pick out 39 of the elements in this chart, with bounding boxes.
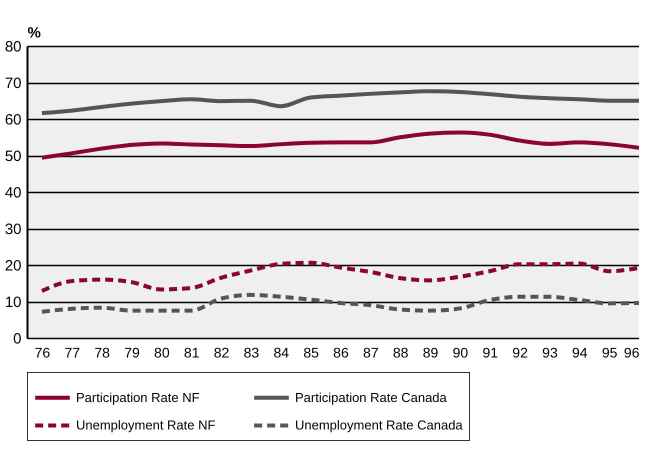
legend-label: Unemployment Rate Canada <box>295 418 464 432</box>
y-tick-label: 0 <box>13 330 22 348</box>
x-tick-label: 84 <box>273 344 290 360</box>
legend-label: Unemployment Rate NF <box>76 418 216 432</box>
x-tick-label: 85 <box>303 344 320 360</box>
line-series <box>40 89 639 116</box>
x-tick-label: 81 <box>184 344 200 360</box>
y-tick-label: 20 <box>4 258 22 274</box>
x-tick-label: 83 <box>244 344 260 360</box>
x-tick-label: 95 <box>602 344 618 360</box>
x-tick-label: 79 <box>124 344 140 360</box>
x-tick-label: 93 <box>542 344 558 360</box>
y-tick-label: 30 <box>4 221 22 238</box>
legend-label: Participation Rate NF <box>76 390 200 405</box>
x-tick-label: 96 <box>624 344 640 360</box>
y-tick-label: 80 <box>4 38 22 56</box>
legend-label: Participation Rate Canada <box>295 390 448 405</box>
y-tick-label: 40 <box>4 184 22 202</box>
x-tick-label: 86 <box>333 344 349 360</box>
x-tick-label: 87 <box>363 344 379 360</box>
x-tick-label: 76 <box>34 344 50 360</box>
y-tick-label: 70 <box>4 75 22 92</box>
y-tick-label: 50 <box>4 148 22 165</box>
y-tick-label: 60 <box>4 112 22 128</box>
x-tick-label: 88 <box>392 344 409 360</box>
x-tick-label: 90 <box>452 344 468 360</box>
x-tick-label: 82 <box>214 344 230 360</box>
x-tick-label: 91 <box>482 344 498 360</box>
x-tick-label: 89 <box>422 344 439 360</box>
line-series <box>40 260 639 293</box>
line-series <box>40 130 639 160</box>
x-tick-label: 77 <box>64 344 80 360</box>
x-tick-label: 94 <box>572 344 588 360</box>
x-tick-label: 80 <box>154 344 170 360</box>
y-axis-title: % <box>28 24 41 42</box>
y-tick-label: 10 <box>4 294 22 311</box>
x-tick-label: 92 <box>512 344 528 360</box>
x-tick-label: 78 <box>94 344 110 360</box>
line-series <box>40 292 639 314</box>
